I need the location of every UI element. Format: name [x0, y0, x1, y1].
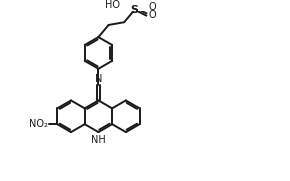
Text: O: O — [148, 10, 156, 20]
Text: S: S — [130, 5, 138, 15]
Text: NH: NH — [91, 135, 106, 145]
Text: N: N — [95, 74, 102, 84]
Text: O: O — [148, 2, 156, 12]
Text: HO: HO — [105, 0, 120, 10]
Text: NO₂: NO₂ — [29, 119, 48, 129]
